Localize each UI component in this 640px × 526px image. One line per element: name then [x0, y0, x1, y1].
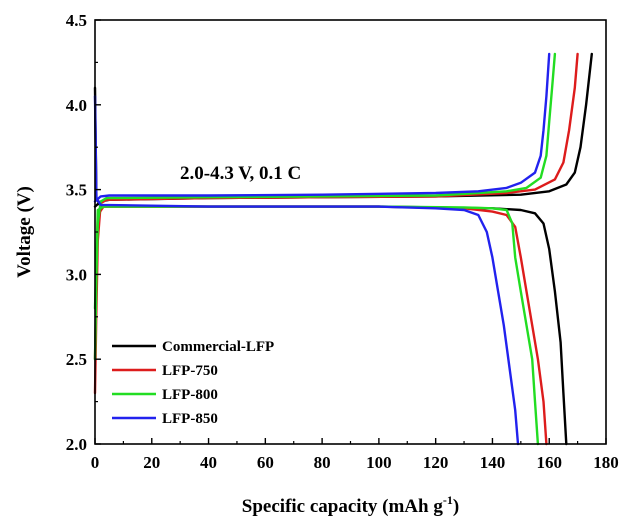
series-2-discharge-curve	[93, 205, 540, 446]
x-tick-label: 20	[143, 453, 160, 472]
y-tick-label: 2.5	[66, 350, 87, 369]
x-tick-label: 0	[91, 453, 100, 472]
x-tick-label: 180	[593, 453, 619, 472]
legend: Commercial-LFP LFP-750 LFP-800 LFP-850	[112, 339, 274, 427]
ticks-layer: 0 20 40 60 80 100 120 140 160 180 2.0 2.5 3.0 3.5 4.0 4…	[66, 11, 619, 472]
x-tick-label: 80	[314, 453, 331, 472]
plot-frame	[94, 19, 607, 445]
x-tick-label: 120	[423, 453, 449, 472]
x-axis-title-main: Specific capacity (mAh g	[242, 496, 444, 517]
y-tick-label: 2.0	[66, 435, 87, 454]
series-1-discharge-curve	[93, 205, 548, 446]
x-tick-label: 40	[200, 453, 217, 472]
x-tick-label: 100	[366, 453, 392, 472]
x-tick-label: 160	[536, 453, 562, 472]
y-axis-title: Voltage (V)	[14, 186, 35, 278]
x-axis-title-superscript: -1	[443, 493, 453, 507]
legend-label-3: LFP-850	[162, 411, 218, 427]
series-3-charge-curve	[93, 52, 551, 203]
series-3-discharge-curve	[93, 95, 520, 446]
x-tick-label: 140	[480, 453, 506, 472]
y-tick-label: 3.5	[66, 181, 87, 200]
series-layer	[93, 52, 593, 446]
legend-label-0: Commercial-LFP	[162, 339, 274, 355]
legend-label-2: LFP-800	[162, 387, 218, 403]
chart-annotation: 2.0-4.3 V, 0.1 C	[180, 163, 301, 184]
x-tick-label: 60	[257, 453, 274, 472]
legend-label-1: LFP-750	[162, 363, 218, 379]
x-axis-title: Specific capacity (mAh g-1)	[242, 493, 459, 517]
y-tick-label: 3.0	[66, 265, 87, 284]
y-tick-label: 4.0	[66, 96, 87, 115]
x-axis-title-close: )	[453, 496, 459, 517]
y-tick-label: 4.5	[66, 11, 87, 30]
